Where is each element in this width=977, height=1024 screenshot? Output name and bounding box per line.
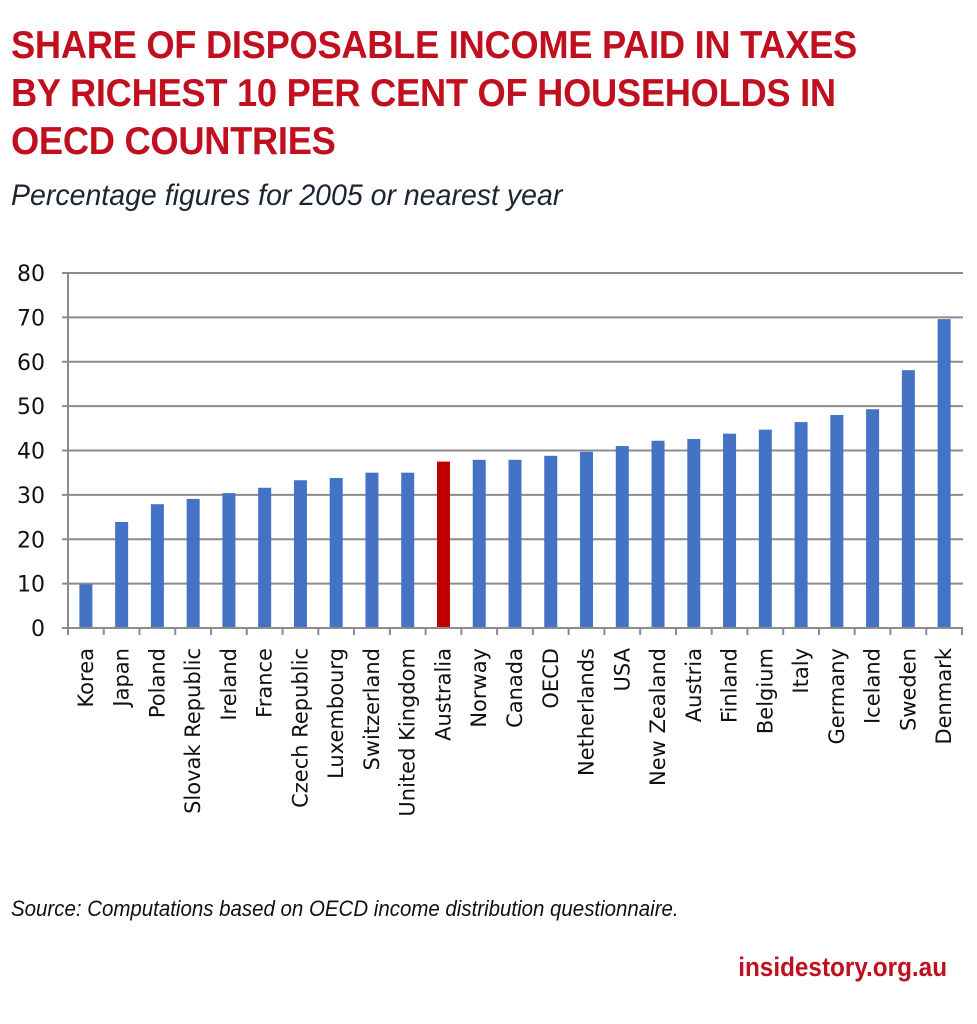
x-tick-label: Belgium	[753, 648, 777, 734]
bar-france	[258, 487, 272, 628]
bar-sweden	[901, 370, 915, 628]
bar-luxembourg	[329, 478, 343, 628]
x-tick-label: USA	[610, 647, 634, 691]
bar-japan	[115, 521, 129, 628]
bar-poland	[150, 504, 164, 628]
y-tick-label: 50	[17, 395, 45, 420]
y-axis-ticks: 0 10 20 30 40 50 60 70 80	[17, 262, 45, 642]
axes	[62, 273, 963, 635]
x-tick-label: Japan	[110, 648, 134, 709]
bar-usa	[615, 446, 629, 628]
x-tick-label: Norway	[467, 648, 491, 728]
bars	[79, 319, 951, 628]
x-axis-labels: Korea Japan Poland Slovak Republic Ireland Fr…	[74, 647, 956, 816]
y-tick-label: 10	[17, 573, 45, 598]
bar-korea	[79, 584, 93, 628]
bar-iceland	[866, 409, 880, 628]
x-tick-label: OECD	[539, 648, 563, 709]
y-tick-label: 20	[17, 528, 45, 553]
bar-czech-republic	[293, 480, 307, 628]
bar-italy	[794, 422, 808, 628]
bar-germany	[830, 415, 844, 628]
bar-chart: 0 10 20 30 40 50 60 70 80 Korea Japan Poland Slovak…	[17, 262, 963, 817]
y-tick-label: 30	[17, 484, 45, 509]
brand-link[interactable]: insidestory.org.au	[738, 952, 947, 982]
bar-australia	[436, 461, 450, 628]
x-tick-label: Czech Republic	[288, 648, 312, 808]
chart-title: SHARE OF DISPOSABLE INCOME PAID IN TAXES…	[11, 24, 857, 163]
y-tick-label: 70	[17, 306, 45, 331]
x-tick-label: Korea	[74, 648, 98, 708]
y-tick-label: 40	[17, 440, 45, 465]
bar-netherlands	[580, 451, 594, 628]
x-tick-label: Luxembourg	[324, 648, 348, 779]
y-tick-label: 80	[17, 262, 45, 287]
x-tick-label: Netherlands	[575, 648, 599, 776]
x-tick-label: Sweden	[896, 648, 920, 731]
y-tick-label: 0	[31, 617, 45, 642]
x-tick-label: Iceland	[861, 648, 885, 724]
x-tick-label: Germany	[825, 648, 849, 745]
bar-austria	[687, 438, 701, 628]
bar-united-kingdom	[401, 472, 415, 628]
x-tick-label: New Zealand	[646, 648, 670, 786]
bar-slovak-republic	[186, 498, 200, 628]
bar-ireland	[222, 493, 236, 628]
y-tick-label: 60	[17, 351, 45, 376]
x-tick-label: Switzerland	[360, 648, 384, 771]
x-tick-label: France	[253, 648, 277, 718]
bar-finland	[723, 433, 737, 628]
x-tick-label: Finland	[718, 648, 742, 723]
bar-norway	[472, 459, 486, 628]
x-tick-label: United Kingdom	[396, 648, 420, 817]
x-tick-label: Italy	[789, 648, 813, 694]
x-tick-label: Poland	[145, 648, 169, 718]
x-tick-label: Denmark	[932, 647, 956, 744]
source-note: Source: Computations based on OECD incom…	[11, 896, 679, 921]
x-tick-label: Ireland	[217, 648, 241, 721]
bar-new-zealand	[651, 440, 665, 628]
bar-switzerland	[365, 472, 379, 628]
x-tick-label: Austria	[682, 648, 706, 722]
x-tick-label: Australia	[431, 648, 455, 741]
bar-denmark	[937, 319, 951, 628]
chart-subtitle: Percentage figures for 2005 or nearest y…	[11, 179, 563, 212]
x-tick-label: Canada	[503, 648, 527, 728]
bar-canada	[508, 459, 522, 628]
bar-belgium	[758, 429, 772, 628]
x-tick-label: Slovak Republic	[181, 648, 205, 814]
bar-oecd	[544, 455, 558, 628]
